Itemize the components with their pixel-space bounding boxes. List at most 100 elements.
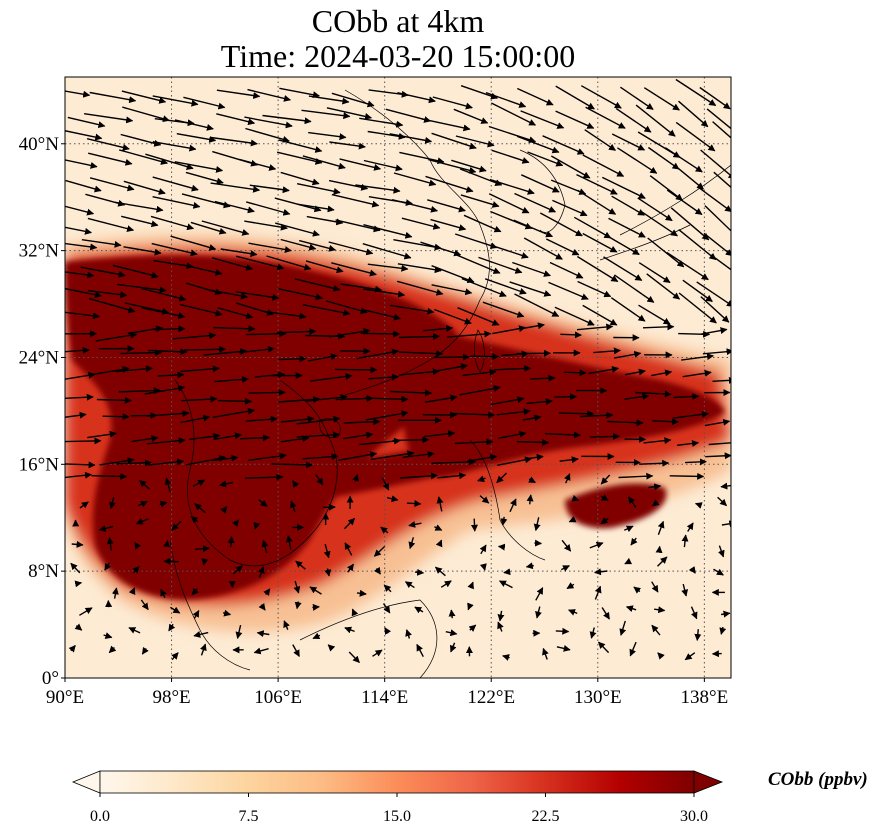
wind-arrow-70 — [174, 161, 224, 173]
wind-arrow-583 — [416, 643, 424, 658]
wind-arrow-344 — [496, 408, 531, 416]
wind-arrow-103 — [521, 174, 560, 193]
wind-arrow-168 — [491, 244, 529, 259]
wind-arrow-592 — [684, 652, 696, 661]
wind-arrow-460 — [686, 522, 694, 532]
wind-arrow-57 — [455, 135, 495, 148]
wind-arrow-480 — [630, 537, 638, 546]
wind-arrow-89 — [89, 177, 135, 192]
wind-arrow-2 — [121, 90, 167, 104]
wind-arrow-513 — [293, 580, 301, 594]
wind-arrow-558 — [312, 632, 321, 640]
wind-arrow-96 — [296, 183, 341, 195]
wind-arrow-93 — [210, 182, 261, 193]
wind-arrow-343 — [453, 411, 496, 419]
wind-arrow-346 — [558, 410, 595, 418]
wind-arrow-91 — [152, 176, 199, 192]
wind-arrow-170 — [545, 238, 580, 256]
wind-arrow-217 — [646, 273, 681, 300]
wind-arrow-289 — [157, 371, 185, 379]
wind-arrow-193 — [576, 255, 619, 283]
wind-arrow-36 — [490, 102, 537, 126]
wind-arrow-543 — [535, 606, 542, 619]
wind-arrow-80 — [491, 149, 530, 164]
wind-arrow-581 — [348, 651, 360, 664]
wind-arrow-324 — [554, 393, 578, 401]
wind-arrow-579 — [292, 644, 300, 658]
wind-arrow-202 — [185, 282, 223, 296]
wind-arrow-251 — [328, 327, 371, 338]
coastline-borneo — [299, 599, 438, 678]
wind-arrow-438 — [694, 502, 703, 509]
wind-arrow-169 — [523, 237, 563, 260]
wind-arrow-62 — [611, 133, 646, 151]
wind-arrow-526 — [681, 583, 689, 597]
wind-arrow-37 — [520, 110, 565, 129]
wind-arrow-306 — [682, 369, 712, 378]
wind-arrow-466 — [195, 545, 210, 553]
wind-arrow-191 — [512, 261, 551, 277]
wind-arrow-452 — [434, 524, 443, 531]
colorbar-tick-label-2: 15.0 — [383, 808, 411, 825]
wind-arrow-493 — [346, 563, 355, 573]
wind-arrow-88 — [65, 179, 102, 193]
wind-arrow-108 — [675, 165, 704, 190]
wind-arrow-148 — [539, 212, 583, 237]
wind-arrow-227 — [263, 310, 307, 320]
wind-arrow-385 — [402, 450, 435, 458]
wind-arrow-76 — [363, 159, 403, 172]
wind-arrow-559 — [344, 626, 355, 634]
wind-arrow-369 — [589, 432, 620, 440]
wind-arrow-442 — [135, 518, 149, 525]
wind-arrow-263 — [700, 327, 728, 335]
wind-arrow-363 — [392, 436, 430, 444]
wind-arrow-102 — [489, 178, 535, 195]
wind-arrow-172 — [606, 234, 640, 256]
wind-arrow-27 — [216, 113, 256, 126]
wind-arrow-236 — [554, 306, 595, 326]
wind-arrow-69 — [145, 153, 194, 170]
wind-arrow-13 — [460, 85, 498, 100]
wind-arrow-562 — [445, 629, 458, 637]
lon-tick-label-106: 106°E — [254, 687, 302, 708]
wind-arrow-241 — [700, 296, 730, 323]
wind-arrow-491 — [295, 560, 306, 570]
wind-arrow-528 — [79, 607, 93, 616]
wind-arrow-192 — [549, 261, 584, 279]
wind-arrow-322 — [490, 396, 525, 406]
wind-arrow-425 — [289, 500, 297, 513]
wind-arrow-575 — [171, 652, 179, 661]
wind-arrow-548 — [690, 606, 698, 620]
wind-arrow-462 — [71, 540, 84, 548]
wind-arrow-144 — [430, 218, 467, 231]
wind-arrow-157 — [151, 242, 198, 257]
wind-arrow-512 — [263, 588, 271, 596]
wind-arrow-590 — [629, 641, 637, 657]
wind-arrow-361 — [343, 431, 374, 440]
coastline-philippines — [469, 439, 546, 561]
wind-arrow-174 — [678, 229, 717, 261]
wind-arrow-412 — [563, 473, 571, 484]
wind-arrow-330 — [65, 411, 87, 419]
wind-arrow-578 — [253, 647, 269, 655]
lon-tick-label-114: 114°E — [361, 687, 408, 708]
wind-arrow-161 — [280, 238, 317, 251]
wind-arrow-14 — [485, 91, 527, 108]
wind-arrow-560 — [384, 627, 392, 635]
wind-arrow-240 — [678, 292, 717, 324]
wind-arrow-6 — [247, 88, 291, 102]
wind-arrow-255 — [447, 330, 492, 338]
wind-arrow-382 — [302, 453, 339, 461]
wind-arrow-396 — [65, 471, 92, 479]
wind-arrow-175 — [703, 232, 731, 257]
wind-arrow-571 — [719, 626, 727, 635]
wind-arrow-373 — [708, 442, 731, 446]
wind-arrow-270 — [238, 345, 275, 354]
wind-arrow-472 — [373, 545, 386, 557]
wind-arrow-126 — [552, 199, 588, 217]
wind-arrow-147 — [513, 219, 554, 238]
wind-arrow-312 — [181, 395, 218, 403]
wind-arrow-252 — [360, 330, 401, 338]
wind-arrow-119 — [331, 193, 380, 208]
wind-arrow-136 — [190, 221, 227, 235]
